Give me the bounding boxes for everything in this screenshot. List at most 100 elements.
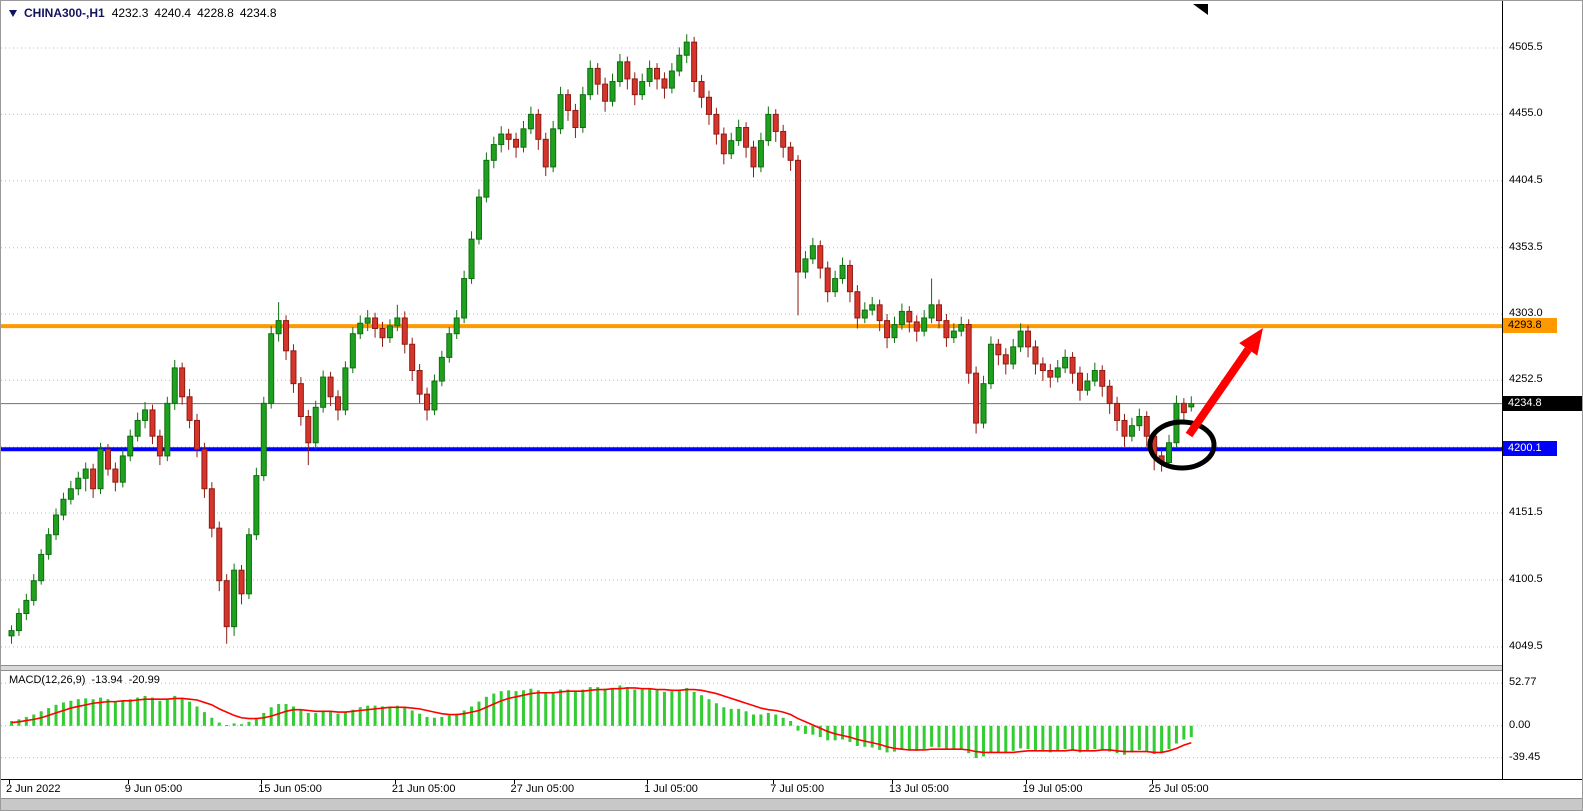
candle-body [268,333,275,404]
macd-axis-label: 0.00 [1509,718,1531,731]
macd-histogram-bar [1063,725,1067,750]
candle-body [231,569,238,628]
macd-histogram-bar [922,725,926,750]
candle-body [238,569,245,595]
macd-histogram-bar [84,698,88,726]
macd-histogram-bar [863,725,867,747]
macd-histogram-bar [477,701,481,726]
macd-histogram-bar [662,691,666,726]
macd-histogram-bar [299,709,303,726]
candle-body [1002,354,1009,365]
candle-body [438,356,445,382]
time-axis[interactable]: 2 Jun 2022 9 Jun 05:00 15 Jun 05:00 21 Jun … [1,779,1582,798]
candle-body [535,113,542,140]
candle-body [119,455,126,483]
macd-histogram-bar [648,688,652,726]
annotation-arrow[interactable] [1185,347,1252,438]
macd-histogram-bar [1033,725,1037,751]
candle-body [349,333,356,369]
macd-histogram-bar [811,725,815,735]
candle-body [772,113,779,132]
candle-body [104,448,111,470]
candle-body [950,330,957,339]
candle-body [290,350,297,385]
macd-histogram-bar [210,717,214,726]
macd-histogram-bar [232,723,236,726]
panel-divider[interactable] [1,665,1582,671]
ohlc-readout: 4232.3 4240.4 4228.8 4234.8 [112,6,277,20]
candle-body [468,238,475,280]
macd-histogram-bar [707,699,711,726]
macd-histogram-bar [1189,725,1193,738]
macd-histogram-bar [1048,725,1052,753]
candle-body [1128,425,1135,437]
time-axis-tick [127,780,129,784]
candle-body [906,310,913,323]
candle-body [97,448,104,490]
ohlc-high: 4240.4 [154,6,192,20]
macd-histogram-bar [700,695,704,726]
macd-histogram-bar [173,695,177,726]
macd-histogram-bar [351,709,355,726]
candle-body [112,468,119,483]
candle-body [1106,385,1113,404]
candle-body [624,61,631,80]
macd-histogram-bar [284,704,288,726]
candle-body [602,83,609,102]
candle-body [861,309,868,319]
macd-histogram-bar [395,705,399,726]
macd-histogram-bar [128,699,132,726]
macd-histogram-bar [974,725,978,759]
macd-histogram-bar [343,712,347,726]
macd-canvas[interactable] [1,671,1502,779]
candle-body [208,488,215,529]
macd-histogram-bar [388,706,392,726]
candle-body [639,81,646,96]
macd-histogram-bar [603,688,607,726]
candle-body [8,630,15,637]
macd-histogram-bar [900,725,904,750]
macd-signal-line [11,687,1192,754]
macd-axis-label: 52.77 [1509,676,1537,689]
bottom-scrollbar[interactable] [1,798,1582,810]
symbol-dropdown-icon[interactable] [9,10,17,17]
macd-histogram-bar [892,725,896,752]
macd-histogram-bar [1108,725,1112,752]
macd-histogram-bar [76,699,80,726]
macd-histogram-bar [1152,725,1156,755]
macd-histogram-bar [1160,725,1164,754]
time-axis-label: 15 Jun 05:00 [258,783,322,795]
candle-body [223,580,230,628]
candle-body [1062,356,1069,369]
price-axis[interactable]: 4505.5 4455.0 4404.5 4353.5 4303.0 4252.5 4151… [1502,1,1582,798]
candle-body [186,396,193,421]
candle-body [253,475,260,536]
macd-histogram-bar [1019,725,1023,749]
macd-histogram-bar [1004,725,1008,754]
macd-histogram-bar [930,725,934,747]
candle-body [720,133,727,155]
candle-body [869,304,876,311]
price-axis-label: 4100.5 [1509,573,1543,586]
macd-histogram-bar [907,725,911,750]
macd-histogram-bar [499,691,503,726]
macd-histogram-bar [551,691,555,726]
annotation-arrow-head[interactable] [1239,328,1263,356]
candle-body [565,94,571,111]
candle-body [809,245,816,260]
macd-name: MACD(12,26,9) [9,674,86,686]
candle-body [334,396,341,411]
candle-body [275,320,282,335]
annotation-ellipse[interactable] [1147,419,1217,471]
macd-histogram-bar [1123,725,1126,755]
price-axis-label: 4455.0 [1509,107,1543,120]
macd-histogram-bar [366,705,370,726]
candle-body [475,196,482,240]
macd-histogram-bar [870,725,874,748]
price-chart-canvas[interactable] [1,1,1502,667]
macd-histogram-bar [425,716,429,726]
price-axis-label: 4049.5 [1509,640,1543,653]
macd-histogram-bar [1174,725,1178,744]
candle-body [743,127,750,148]
macd-histogram-bar [69,700,73,726]
